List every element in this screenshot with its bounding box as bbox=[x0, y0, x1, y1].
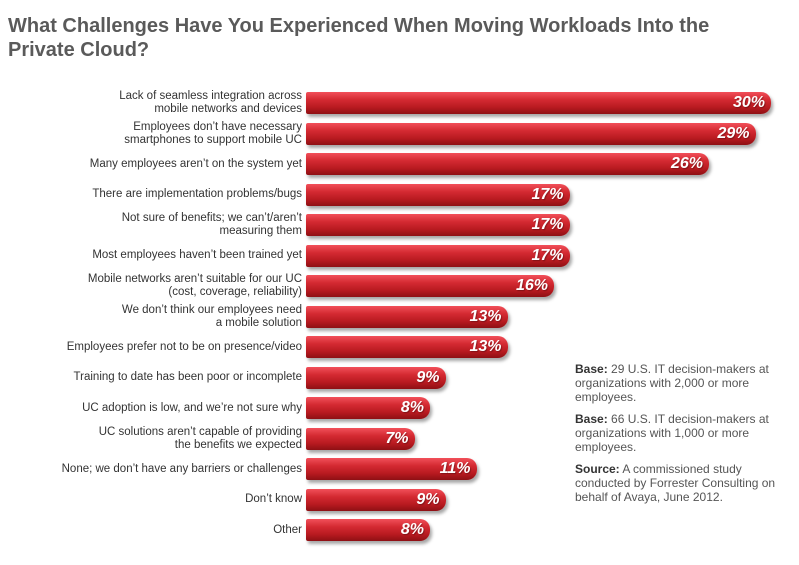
bar-value-label: 26% bbox=[670, 155, 703, 172]
bar-value-label: 30% bbox=[732, 94, 765, 111]
category-label: Most employees haven’t been trained yet bbox=[92, 249, 302, 261]
bar-value-label: 11% bbox=[439, 460, 471, 477]
category-label: Mobile networks aren’t suitable for our … bbox=[87, 273, 302, 298]
bar bbox=[306, 183, 570, 206]
bar-value-label: 16% bbox=[515, 277, 548, 294]
bar-value-label: 17% bbox=[531, 246, 564, 264]
category-label: Employees prefer not to be on presence/v… bbox=[66, 340, 302, 353]
bar-value-label: 9% bbox=[416, 490, 440, 508]
category-label: UC adoption is low, and we’re not sure w… bbox=[82, 401, 302, 414]
bar-value-label: 29% bbox=[717, 124, 750, 142]
bar bbox=[306, 366, 446, 389]
category-label: Don’t know bbox=[245, 493, 302, 505]
bar bbox=[306, 519, 430, 541]
bar-value-label: 13% bbox=[469, 338, 502, 355]
bar bbox=[306, 336, 508, 358]
bar bbox=[306, 275, 554, 297]
bar-value-label: 8% bbox=[400, 399, 424, 416]
category-label: Other bbox=[273, 523, 302, 536]
bar-value-label: 17% bbox=[531, 216, 564, 233]
bar bbox=[306, 244, 570, 267]
bar-value-label: 9% bbox=[416, 368, 440, 386]
bar bbox=[306, 427, 415, 450]
chart-title: What Challenges Have You Experienced Whe… bbox=[8, 15, 710, 61]
chart-notes: Base: 29 U.S. IT decision-makers at orga… bbox=[575, 362, 785, 512]
category-label: UC solutions aren’t capable of providing… bbox=[98, 425, 302, 451]
bar-value-label: 13% bbox=[469, 307, 502, 325]
category-label: Training to date has been poor or incomp… bbox=[73, 371, 302, 383]
category-label: None; we don’t have any barriers or chal… bbox=[61, 462, 302, 475]
category-label: Lack of seamless integration across mobil… bbox=[119, 90, 302, 115]
category-label: Many employees aren’t on the system yet bbox=[89, 157, 302, 170]
bar bbox=[306, 153, 709, 175]
bar bbox=[306, 92, 771, 114]
bar bbox=[306, 214, 570, 236]
bar bbox=[306, 397, 430, 419]
bar bbox=[306, 122, 756, 145]
category-label: Not sure of benefits; we can’t/aren’t mea… bbox=[121, 212, 302, 237]
category-label: We don’t think our employees need a mobil… bbox=[121, 303, 302, 329]
category-label: There are implementation problems/bugs bbox=[92, 188, 302, 200]
source-note: Source: A commissioned study conducted b… bbox=[575, 462, 776, 504]
bar bbox=[306, 305, 508, 328]
base-note-1: Base: 29 U.S. IT decision-makers at orga… bbox=[575, 362, 769, 404]
category-label: Employees don’t have necessary smartphone… bbox=[124, 120, 302, 146]
bar-value-label: 17% bbox=[531, 185, 564, 203]
bar-value-label: 8% bbox=[400, 521, 424, 538]
bar-value-label: 7% bbox=[385, 429, 409, 447]
bar bbox=[306, 458, 477, 480]
base-note-2: Base: 66 U.S. IT decision-makers at orga… bbox=[575, 412, 769, 454]
bar bbox=[306, 488, 446, 511]
